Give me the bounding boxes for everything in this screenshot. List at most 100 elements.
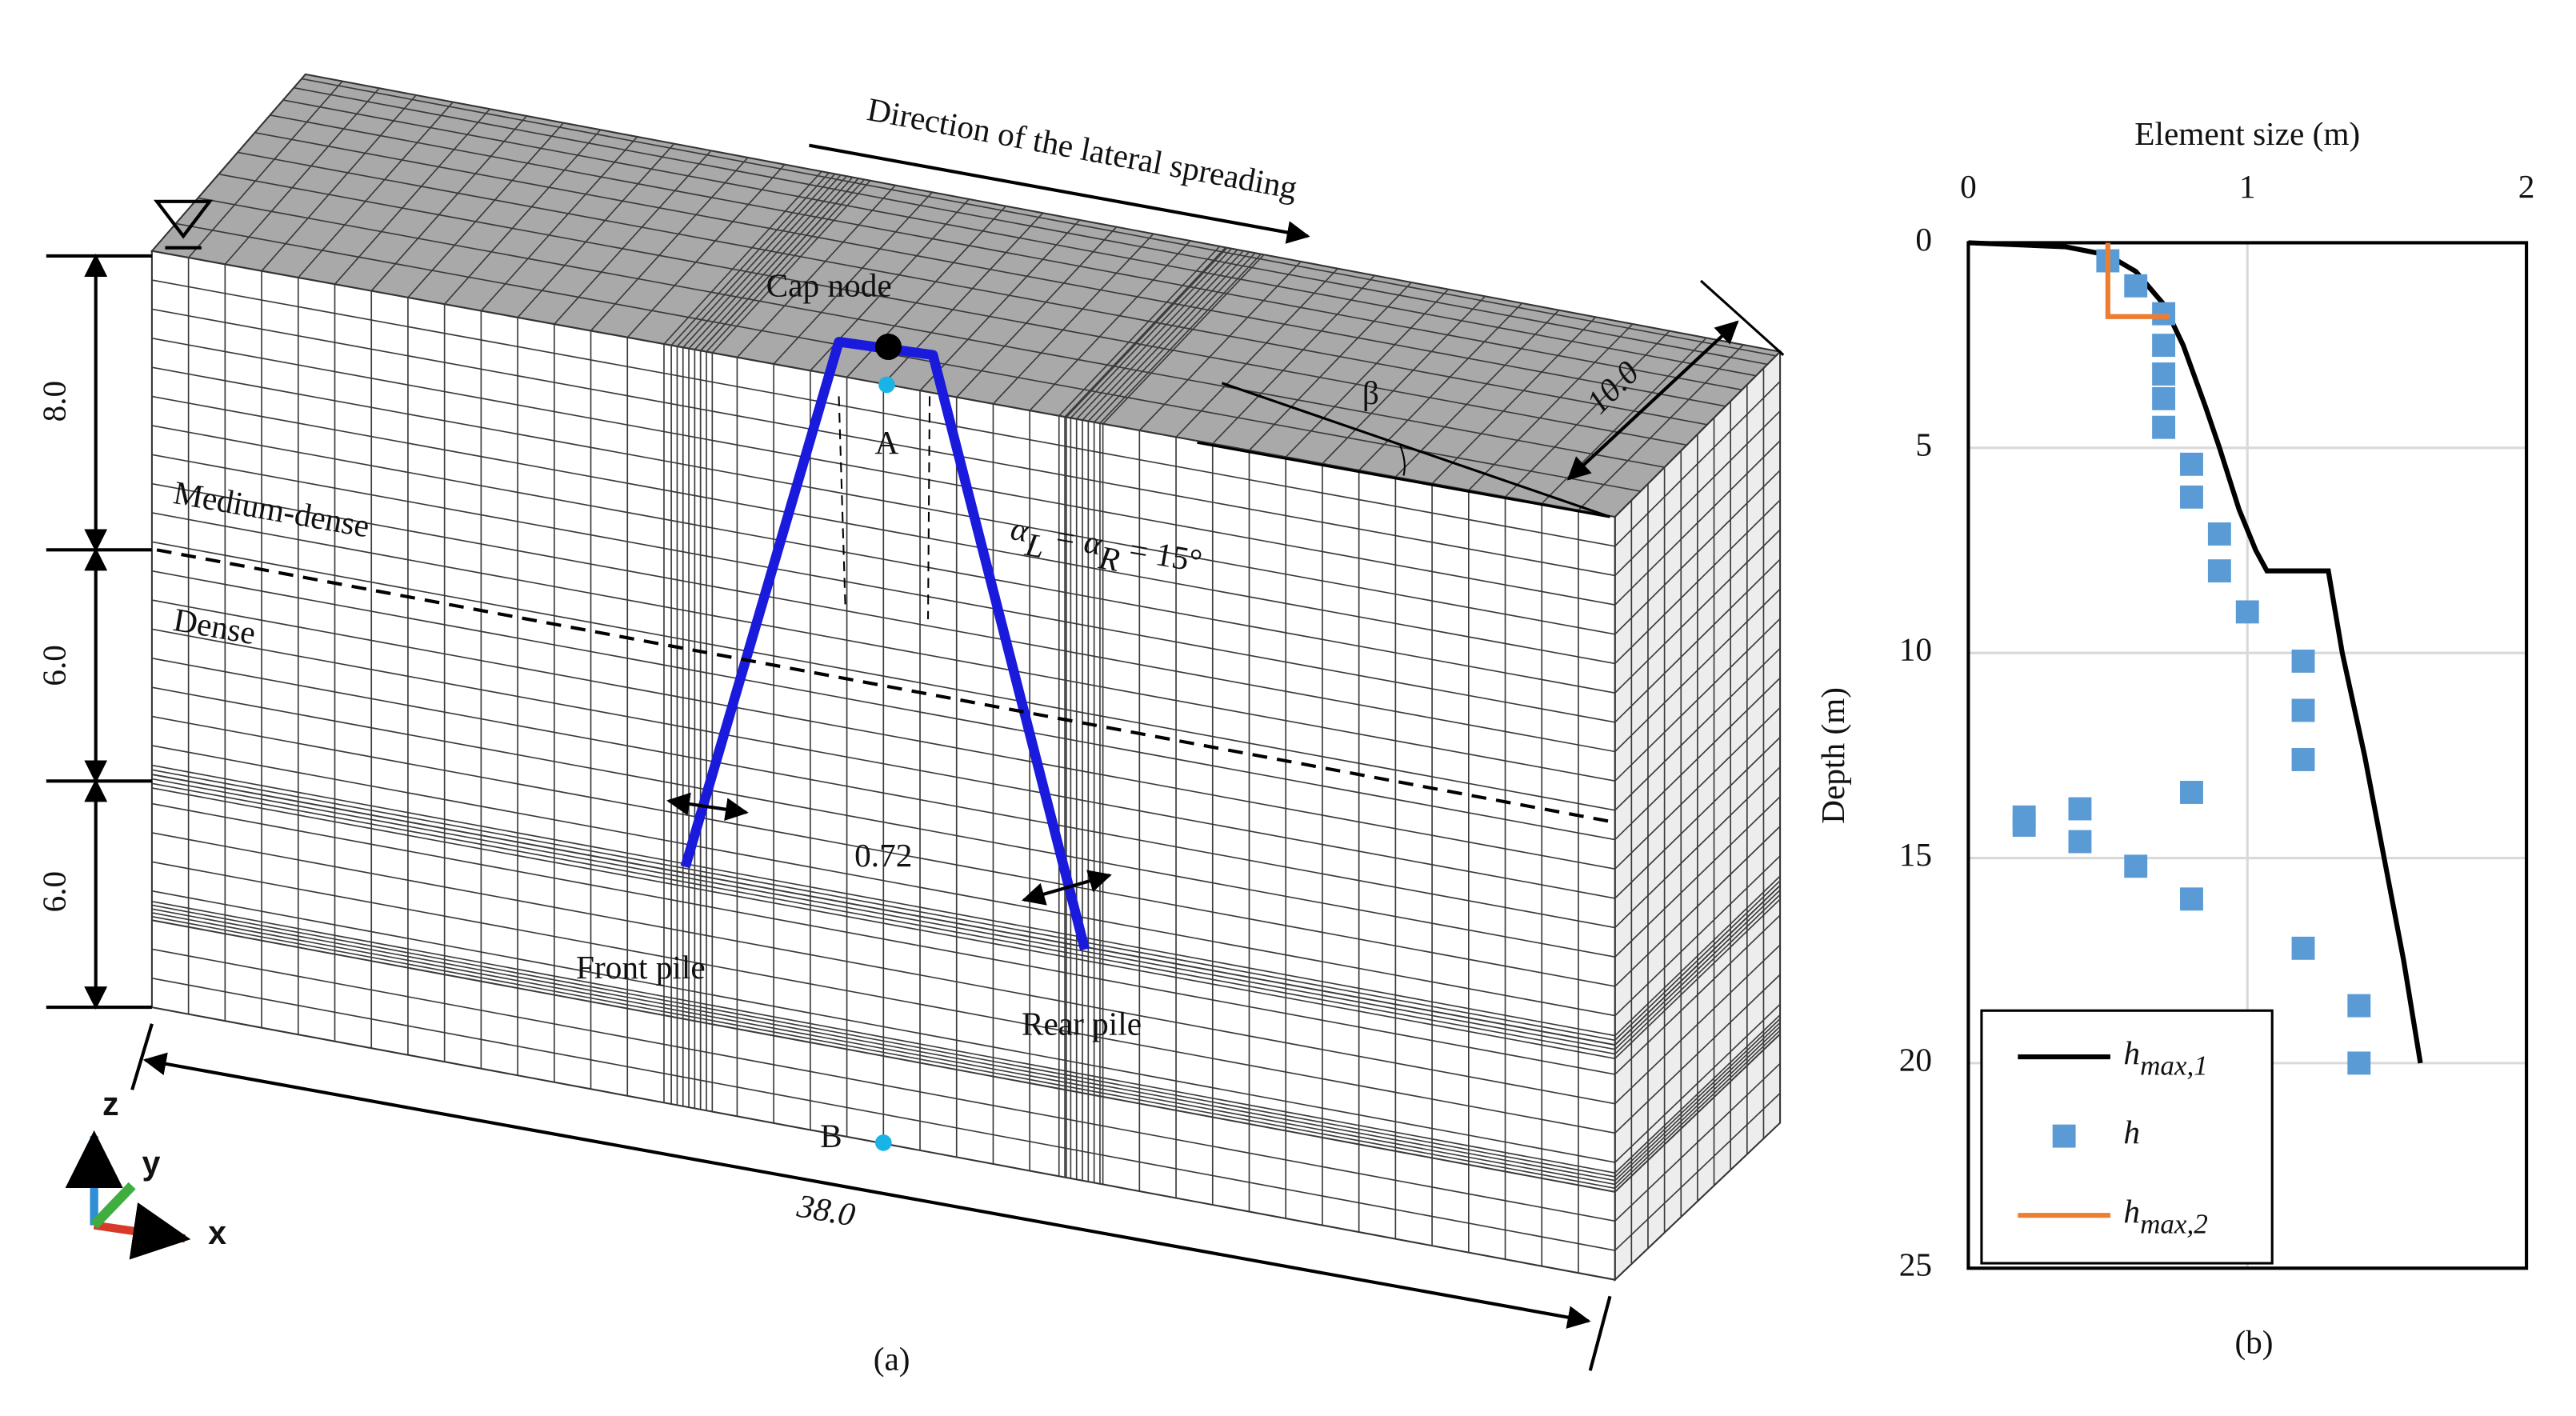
angle-arc — [1399, 445, 1406, 476]
mesh-line — [663, 170, 822, 345]
mesh-line — [151, 802, 1615, 1075]
dimension-ticks — [46, 254, 152, 1010]
mesh-line — [1614, 885, 1781, 1046]
mesh-line — [956, 226, 1118, 398]
mesh-line — [151, 395, 1615, 665]
mesh-line — [1070, 248, 1233, 419]
mesh-line — [1248, 282, 1412, 451]
mesh-line — [1076, 249, 1238, 420]
mesh-line — [736, 185, 896, 358]
mesh-line — [919, 219, 1081, 391]
mesh-line — [992, 233, 1154, 405]
mesh-line — [773, 191, 933, 365]
mesh-line — [151, 599, 1615, 870]
point-b — [874, 1134, 892, 1151]
mesh-line — [1614, 529, 1781, 694]
axis-triad-label: z — [102, 1086, 119, 1122]
mesh-line — [1614, 1014, 1781, 1174]
series-line — [2105, 242, 2170, 319]
mesh-line — [676, 173, 836, 347]
mesh-line — [1614, 470, 1781, 635]
y-axis-title: Depth (m) — [1814, 687, 1852, 824]
data-point — [2347, 994, 2371, 1018]
mesh-line — [151, 778, 1615, 1050]
caption: (a) — [874, 1340, 910, 1378]
axis-triad-label: x — [208, 1214, 226, 1251]
data-point — [2291, 936, 2315, 960]
data-point — [2291, 748, 2315, 771]
cap-node-label: Cap node — [766, 267, 892, 304]
y-tick-label: 5 — [1915, 426, 1932, 462]
mesh-line — [151, 769, 1615, 1042]
mesh-line — [1614, 880, 1781, 1041]
mesh-line — [1094, 252, 1256, 423]
mesh-line — [151, 787, 1615, 1059]
mesh-line — [334, 108, 490, 285]
legend-label: h — [2123, 1114, 2140, 1151]
cap-node — [874, 333, 902, 360]
mesh-line — [1058, 246, 1221, 417]
mesh-line — [1614, 1062, 1781, 1222]
mesh-line — [1394, 310, 1560, 478]
legend-subscript: max,1 — [2140, 1050, 2208, 1082]
mesh-line — [1614, 1018, 1781, 1178]
mesh-line — [1614, 410, 1781, 577]
data-point — [2180, 781, 2203, 804]
mesh-line — [1614, 766, 1781, 929]
mesh-line — [1614, 737, 1781, 899]
mesh-line — [1614, 1026, 1781, 1186]
y-tick-label: 20 — [1899, 1041, 1932, 1078]
dimension-line — [1566, 320, 1739, 481]
mesh-line — [151, 279, 1615, 547]
mesh-line — [590, 157, 749, 332]
mesh-line — [224, 87, 380, 265]
data-point — [2068, 797, 2092, 821]
mesh-line — [1614, 914, 1781, 1075]
mesh-line — [198, 197, 1665, 468]
mesh-line — [1614, 558, 1781, 723]
mesh-line — [151, 657, 1615, 929]
mesh-line — [187, 81, 343, 258]
data-point — [2235, 600, 2259, 624]
data-point — [2152, 362, 2176, 386]
data-point — [2347, 1051, 2371, 1075]
dimension-tick — [1699, 279, 1785, 356]
x-tick-label: 1 — [2239, 168, 2256, 205]
mesh-line — [1614, 898, 1781, 1059]
spacing-arrow — [666, 792, 749, 822]
legend-name: h — [2123, 1035, 2140, 1072]
mesh-line — [711, 180, 871, 354]
dimension-line — [142, 1052, 1591, 1329]
mesh-line — [407, 122, 565, 298]
data-point — [2152, 415, 2176, 439]
caption: (b) — [2234, 1324, 2273, 1362]
direction-label: Direction of the lateral spreading — [864, 90, 1300, 206]
mesh-line — [670, 172, 830, 346]
direction-arrow — [809, 143, 1310, 244]
spacing-arrow — [1021, 870, 1112, 906]
y-tick-label: 10 — [1899, 631, 1932, 668]
mesh-line — [1614, 1034, 1781, 1193]
mesh-line — [444, 129, 602, 305]
data-point — [2012, 814, 2036, 837]
mesh-line — [1614, 588, 1781, 753]
mesh-line — [688, 175, 847, 350]
data-point — [2207, 559, 2231, 583]
mesh-line — [270, 114, 1742, 391]
mesh-line — [151, 338, 1615, 606]
x-tick-label: 2 — [2518, 168, 2535, 205]
data-point — [2291, 649, 2315, 673]
mesh-line — [1614, 894, 1781, 1055]
mesh-line — [151, 366, 1615, 635]
y-tick-label: 25 — [1899, 1246, 1932, 1283]
vertical-reference — [926, 396, 931, 620]
water-table-symbol — [153, 199, 214, 239]
mesh-line — [1614, 618, 1781, 782]
spacing-label: 0.72 — [854, 837, 912, 874]
mesh-line — [1322, 295, 1486, 465]
data-point — [2152, 334, 2176, 358]
legend-subscript: max,2 — [2140, 1209, 2208, 1240]
mesh-line — [151, 686, 1615, 958]
mesh-line — [1614, 440, 1781, 606]
